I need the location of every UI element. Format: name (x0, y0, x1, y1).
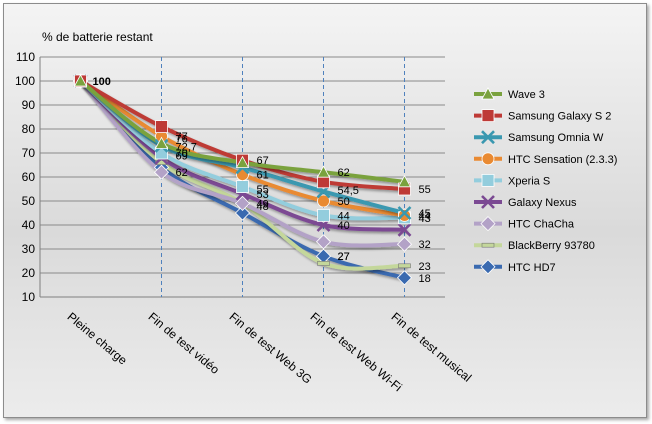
data-label: 53 (257, 189, 269, 201)
y-tick-label: 40 (22, 218, 36, 232)
data-label: 55 (257, 184, 269, 196)
y-tick-label: 80 (22, 122, 36, 136)
legend: Wave 3 Samsung Galaxy S 2 Samsung Omnia W H… (474, 87, 617, 275)
data-label: 23 (419, 261, 431, 273)
data-label: 55 (419, 184, 431, 196)
data-point (397, 222, 412, 237)
data-label: 49 (257, 198, 269, 210)
x-tick-label: Fin de test musical (389, 310, 475, 385)
y-tick-label: 110 (16, 50, 35, 64)
data-point (317, 194, 330, 208)
legend-label: Samsung Omnia W (508, 132, 604, 144)
y-tick-label: 90 (22, 98, 36, 112)
data-label: 27 (338, 251, 350, 263)
legend-marker (481, 130, 495, 145)
legend-marker (480, 259, 496, 275)
legend-marker (481, 109, 495, 122)
data-label: 54,5 (338, 185, 359, 197)
data-point (73, 74, 88, 87)
data-label: 50 (338, 196, 350, 208)
data-label: 61 (257, 170, 269, 182)
data-point (154, 136, 169, 149)
legend-label: HTC ChaCha (508, 219, 575, 231)
data-point (317, 208, 330, 222)
data-point (397, 206, 412, 220)
data-label: 72,7 (176, 142, 197, 154)
legend-item: Samsung Galaxy S 2 (474, 109, 611, 123)
chart-title: % de batterie restant (42, 30, 153, 44)
x-tick-label: Fin de test vidéo (146, 310, 223, 378)
data-label: 77 (176, 131, 188, 143)
data-label: 43 (419, 213, 431, 225)
legend-label: HTC HD7 (508, 262, 556, 274)
data-point (235, 155, 250, 169)
data-point (396, 270, 413, 286)
y-tick-label: 10 (22, 290, 36, 304)
data-point (398, 208, 411, 222)
data-label: 45 (419, 208, 431, 220)
data-point (234, 205, 251, 221)
data-label: 62 (338, 167, 350, 179)
data-point (398, 263, 411, 269)
data-label: 69 (176, 150, 188, 162)
data-point (234, 195, 251, 211)
data-label: 18 (419, 273, 431, 285)
legend-label: BlackBerry 93780 (508, 240, 595, 252)
y-tick-label: 100 (15, 74, 35, 88)
y-tick-label: 30 (22, 242, 36, 256)
legend-label: HTC Sensation (2.3.3) (508, 154, 617, 166)
data-point (316, 165, 331, 178)
data-label: 100 (93, 76, 111, 88)
legend-marker (481, 242, 495, 248)
data-label: 32 (419, 239, 431, 251)
data-point (153, 164, 170, 180)
data-label: 27 (338, 251, 350, 263)
legend-marker (481, 87, 495, 100)
legend-label: Galaxy Nexus (508, 197, 577, 209)
data-label: 62 (176, 167, 188, 179)
legend-item: Xperia S (474, 173, 550, 187)
data-point (396, 236, 413, 252)
data-label: 40 (338, 220, 350, 232)
legend-label: Samsung Galaxy S 2 (508, 111, 611, 123)
data-label: 44 (338, 210, 350, 222)
data-point (397, 174, 412, 188)
legend-label: Wave 3 (508, 89, 545, 101)
data-point (155, 120, 168, 133)
x-tick-label: Fin de test Web Wi-Fi (308, 310, 405, 395)
legend-item: HTC HD7 (474, 259, 556, 275)
legend-item: HTC ChaCha (474, 216, 575, 232)
legend-item: Wave 3 (474, 87, 545, 101)
legend-marker (481, 173, 495, 187)
x-tick-label: Fin de test Web 3G (227, 310, 315, 387)
data-point (317, 175, 330, 189)
legend-item: HTC Sensation (2.3.3) (474, 152, 617, 166)
data-point (236, 180, 249, 194)
legend-marker (481, 152, 495, 166)
data-point (315, 234, 332, 250)
legend-item: Galaxy Nexus (474, 195, 577, 209)
y-tick-label: 60 (22, 170, 36, 184)
y-tick-label: 70 (22, 146, 36, 160)
y-tick-label: 50 (22, 194, 36, 208)
data-label: 76 (176, 134, 188, 146)
legend-marker (480, 216, 496, 232)
x-tick-label: Pleine charge (65, 310, 130, 368)
data-label: 48 (257, 201, 269, 213)
data-label: 67 (257, 155, 269, 167)
data-point (317, 261, 330, 266)
legend-item: Samsung Omnia W (474, 130, 604, 145)
legend-label: Xperia S (508, 175, 550, 187)
legend-item: BlackBerry 93780 (474, 240, 595, 252)
legend-marker (481, 195, 495, 209)
data-label: 44 (419, 210, 431, 222)
y-tick-label: 20 (22, 266, 36, 280)
data-label: 70 (176, 148, 188, 160)
